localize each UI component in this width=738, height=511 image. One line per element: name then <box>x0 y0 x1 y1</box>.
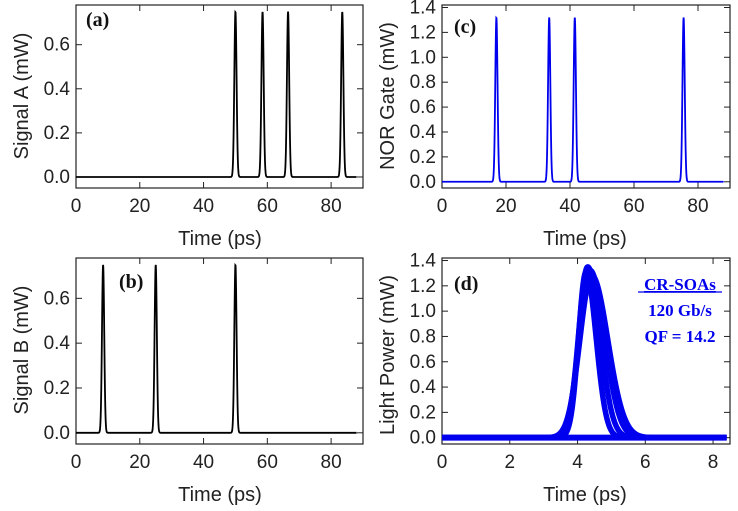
panel-a-xtick-label: 60 <box>257 196 278 217</box>
panel-d-xtick-label: 0 <box>437 452 448 473</box>
panel-c-trace <box>442 15 724 183</box>
panel-d-ytick-label: 0.0 <box>410 428 436 449</box>
panel-c-letter: (c) <box>454 16 476 38</box>
panel-c-series <box>442 15 724 183</box>
panel-b-ytick-label: 0.2 <box>44 378 70 399</box>
panel-b-xtick-label: 40 <box>193 452 214 473</box>
panel-d-ytick-label: 0.2 <box>410 402 436 423</box>
panel-d-letter: (d) <box>454 273 478 295</box>
panel-a-ytick-label: 0.0 <box>44 167 70 188</box>
panel-d-ytick-label: 1.0 <box>410 301 436 322</box>
panel-a-ytick-label: 0.2 <box>44 123 70 144</box>
panel-b-letter: (b) <box>119 271 143 293</box>
panel-c-ytick-label: 0.2 <box>410 147 436 168</box>
panel-a-letter: (a) <box>86 9 109 31</box>
panel-d-ylabel: Light Power (mW) <box>377 275 399 435</box>
panel-c-ytick-label: 0.8 <box>410 72 436 93</box>
panel-a-frame <box>75 4 364 189</box>
panel-a-ytick-label: 0.4 <box>44 79 71 100</box>
panel-c-xtick-label: 20 <box>495 196 516 217</box>
annotation-device: CR-SOAs <box>644 275 716 294</box>
panel-a-series <box>76 9 357 178</box>
panel-d-ticks: 0 2 4 6 8 0.0 0.2 0.4 0.6 0.8 1.0 1.2 1.4 <box>410 251 730 473</box>
panel-d-eye-diagram: 0 2 4 6 8 0.0 0.2 0.4 0.6 0.8 1.0 1.2 1.4 (d) CR-SOA… <box>377 251 731 506</box>
panel-d-xlabel: Time (ps) <box>543 484 627 506</box>
panel-c-ytick-label: 0.6 <box>410 97 436 118</box>
panel-b-xtick-label: 60 <box>257 452 278 473</box>
panel-a-ytick-label: 0.6 <box>44 35 70 56</box>
panel-c-frame <box>441 4 731 189</box>
panel-d-frame <box>441 257 731 445</box>
panel-a-ylabel: Signal A (mW) <box>11 33 33 160</box>
panel-c-ylabel: NOR Gate (mW) <box>377 22 399 170</box>
panel-d-xtick-label: 6 <box>640 452 651 473</box>
panel-c-ticks: 0 20 40 60 80 0.0 0.2 0.4 0.6 0.8 1.0 1.2 1.4 <box>410 0 730 217</box>
panel-c-ytick-label: 1.2 <box>410 22 436 43</box>
panel-a-signal-a: 0 20 40 60 80 0.0 0.2 0.4 0.6 (a) Time (ps) Sign… <box>11 4 364 250</box>
panel-b-series <box>76 262 357 434</box>
panel-b-ytick-label: 0.6 <box>44 288 70 309</box>
panel-b-xlabel: Time (ps) <box>178 484 262 506</box>
panel-b-signal-b: 0 20 40 60 80 0.0 0.2 0.4 0.6 (b) Time (ps) Sign… <box>11 257 364 506</box>
panel-d-ytick-label: 0.6 <box>410 352 436 373</box>
panel-a-xtick-label: 20 <box>129 196 150 217</box>
panel-b-xtick-label: 80 <box>321 452 342 473</box>
panel-d-xtick-label: 4 <box>572 452 583 473</box>
panel-b-ylabel: Signal B (mW) <box>11 286 33 415</box>
panel-d-ytick-label: 0.4 <box>410 377 437 398</box>
panel-d-series <box>439 264 730 441</box>
panel-a-ticks: 0 20 40 60 80 0.0 0.2 0.4 0.6 <box>44 5 363 217</box>
panel-c-ytick-label: 0.0 <box>410 172 436 193</box>
panel-c-xtick-label: 80 <box>687 196 708 217</box>
panel-d-ytick-label: 1.4 <box>410 251 437 272</box>
panel-a-xtick-label: 40 <box>193 196 214 217</box>
panel-d-ytick-label: 1.2 <box>410 276 436 297</box>
panel-c-ytick-label: 0.4 <box>410 122 437 143</box>
panel-c-xtick-label: 40 <box>559 196 580 217</box>
panel-b-ytick-label: 0.0 <box>44 423 70 444</box>
panel-a-xtick-label: 80 <box>321 196 342 217</box>
panel-c-xtick-label: 60 <box>623 196 644 217</box>
annotation-quality-factor: QF = 14.2 <box>645 327 716 346</box>
annotation-bitrate: 120 Gb/s <box>648 301 712 320</box>
panel-b-trace <box>76 262 357 434</box>
panel-d-eye-trace <box>439 272 730 441</box>
panel-c-nor-gate: 0 20 40 60 80 0.0 0.2 0.4 0.6 0.8 1.0 1.2 1.4 (c) Ti… <box>377 0 731 250</box>
panel-b-xtick-label: 20 <box>129 452 150 473</box>
panel-a-trace <box>76 9 357 178</box>
panel-b-xtick-label: 0 <box>71 452 82 473</box>
panel-d-ytick-label: 0.8 <box>410 326 436 347</box>
panel-d-xtick-label: 2 <box>504 452 515 473</box>
panel-c-xlabel: Time (ps) <box>543 228 627 250</box>
panel-b-ytick-label: 0.4 <box>44 333 71 354</box>
panel-b-frame <box>75 257 364 445</box>
panel-d-xtick-label: 8 <box>708 452 719 473</box>
panel-c-xtick-label: 0 <box>437 196 448 217</box>
panel-c-ytick-label: 1.0 <box>410 47 436 68</box>
panel-a-xlabel: Time (ps) <box>178 228 262 250</box>
panel-c-ytick-label: 1.4 <box>410 0 437 18</box>
panel-a-xtick-label: 0 <box>71 196 82 217</box>
panel-b-ticks: 0 20 40 60 80 0.0 0.2 0.4 0.6 <box>44 258 363 473</box>
